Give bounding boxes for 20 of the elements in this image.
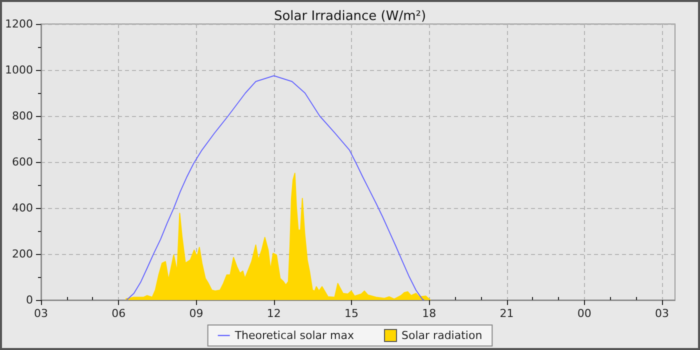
x-tick-label: 03: [34, 307, 48, 320]
x-tick-label: 03: [655, 307, 670, 320]
chart-title: Solar Irradiance (W/m²): [274, 9, 426, 24]
legend-label: Theoretical solar max: [234, 329, 355, 342]
x-tick-label: 18: [422, 307, 436, 320]
line-series: [126, 75, 424, 300]
x-tick-label: 06: [112, 307, 126, 320]
y-tick-label: 400: [12, 202, 33, 214]
y-tick-label: 0: [26, 294, 33, 306]
legend-label: Solar radiation: [402, 329, 482, 342]
y-tick-label: 800: [12, 110, 33, 122]
x-tick-label: 12: [266, 307, 281, 320]
y-tick-label: 600: [12, 156, 33, 168]
x-tick-label: 09: [189, 307, 204, 320]
y-tick-label: 200: [12, 248, 33, 260]
y-tick-label: 1000: [4, 64, 33, 76]
y-tick-label: 1200: [4, 18, 33, 30]
x-tick-label: 21: [500, 307, 514, 320]
x-tick-label: 15: [344, 307, 359, 320]
x-tick-label: 00: [577, 307, 592, 320]
